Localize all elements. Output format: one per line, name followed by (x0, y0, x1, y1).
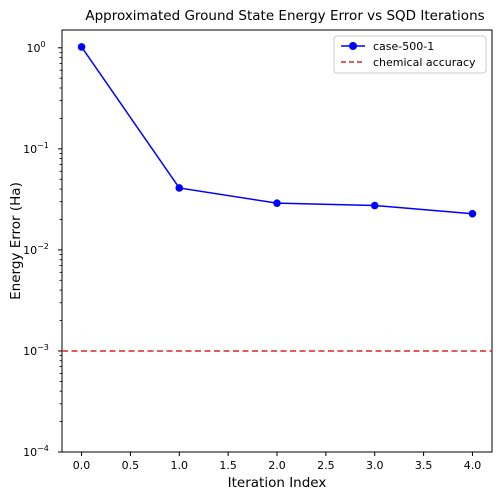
chart-title: Approximated Ground State Energy Error v… (85, 8, 484, 24)
data-point (175, 184, 184, 192)
legend-label-chemical-accuracy: chemical accuracy (373, 56, 476, 69)
data-point (273, 199, 281, 207)
x-tick-label: 1.0 (171, 459, 189, 472)
plot-area (61, 29, 493, 453)
y-tick-label: 10−3 (23, 343, 49, 358)
y-axis-label: Energy Error (Ha) (8, 182, 24, 300)
y-tick-label: 10−4 (23, 444, 49, 459)
legend: case-500-1 chemical accuracy (333, 35, 487, 74)
data-point (77, 43, 86, 51)
x-tick-label: 0.5 (122, 459, 140, 472)
x-axis: 0.0 0.5 1.0 1.5 2.0 2.5 3.0 3.5 4.0 (73, 452, 481, 472)
x-tick-label: 0.0 (73, 459, 91, 472)
series-layer (77, 43, 477, 218)
data-point (468, 209, 477, 218)
legend-label-series: case-500-1 (373, 40, 434, 53)
data-point (370, 201, 379, 210)
legend-box (333, 35, 487, 74)
y-tick-label: 10−1 (23, 141, 49, 156)
x-tick-label: 2.0 (268, 459, 286, 472)
legend-marker-series (349, 42, 357, 50)
y-tick-label: 100 (26, 40, 45, 55)
x-tick-label: 3.5 (415, 459, 433, 472)
y-axis: 10−4 10−3 10−2 10−1 100 (23, 40, 62, 459)
x-tick-label: 1.5 (219, 459, 237, 472)
x-axis-label: Iteration Index (228, 475, 327, 491)
x-tick-label: 4.0 (464, 459, 482, 472)
x-tick-label: 3.0 (366, 459, 384, 472)
y-tick-label: 10−2 (23, 242, 49, 257)
x-tick-label: 2.5 (317, 459, 335, 472)
